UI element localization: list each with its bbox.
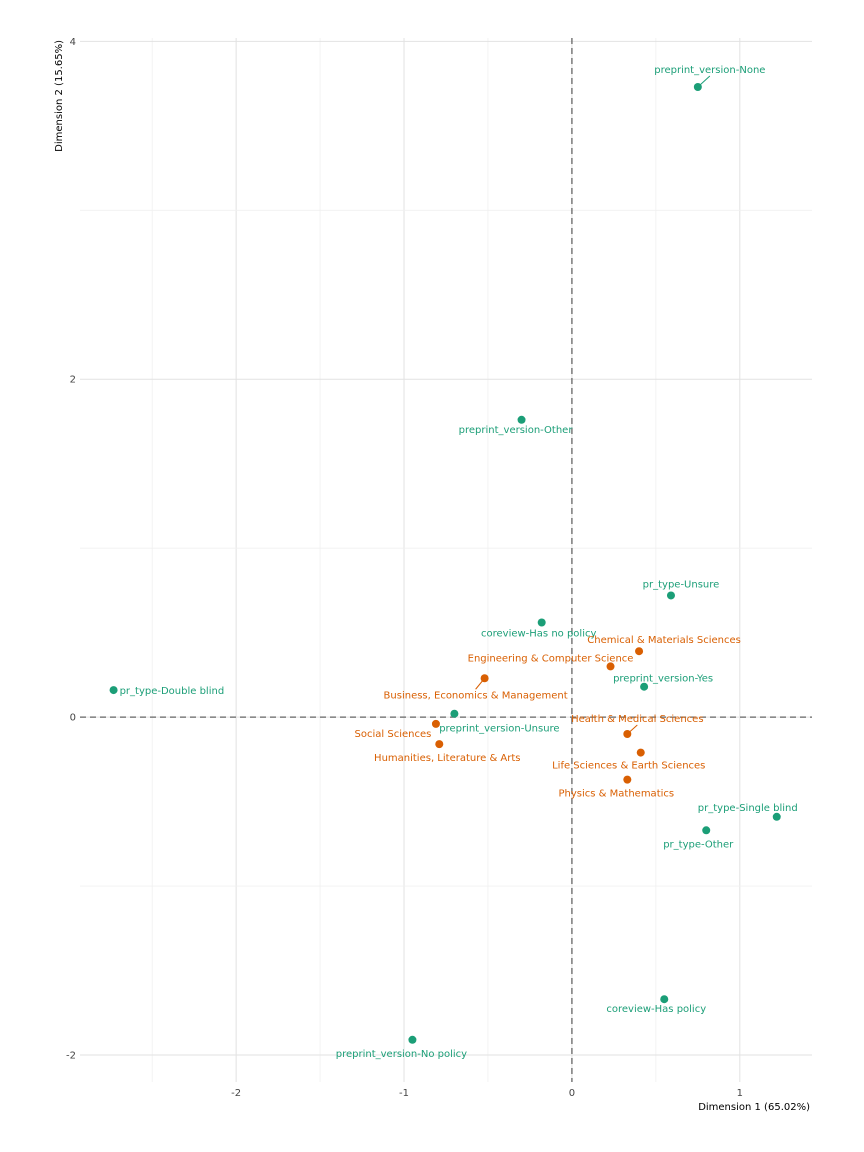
y-axis-title: Dimension 2 (15.65%)	[54, 40, 65, 152]
reference-lines	[80, 38, 812, 1082]
point-label: Life Sciences & Earth Sciences	[552, 761, 705, 772]
data-point	[636, 748, 645, 757]
point-label: pr_type-Double blind	[120, 686, 225, 697]
label-connector	[475, 677, 486, 690]
x-tick-label: 1	[737, 1088, 743, 1099]
data-point	[635, 647, 644, 656]
data-point	[640, 682, 649, 691]
point-label: Engineering & Computer Science	[468, 653, 634, 664]
point-label: pr_type-Single blind	[698, 803, 798, 814]
grid	[80, 38, 812, 1082]
x-axis-title: Dimension 1 (65.02%)	[698, 1102, 810, 1113]
point-label: preprint_version-No policy	[336, 1049, 467, 1060]
data-point	[435, 740, 444, 749]
point-label: preprint_version-None	[654, 65, 765, 76]
data-points	[109, 82, 781, 1044]
point-label: Physics & Mathematics	[559, 789, 675, 800]
data-point	[537, 618, 546, 627]
data-point	[450, 709, 459, 718]
y-tick-label: 2	[70, 375, 76, 386]
x-tick-label: 0	[569, 1088, 575, 1099]
y-tick-label: 4	[70, 37, 76, 48]
point-label: pr_type-Unsure	[643, 579, 720, 590]
point-label: Social Sciences	[355, 729, 432, 740]
label-connectors	[475, 75, 711, 735]
point-label: preprint_version-Yes	[613, 674, 713, 685]
data-point	[109, 686, 118, 695]
data-point	[606, 662, 615, 671]
data-point	[772, 812, 781, 821]
point-label: coreview-Has policy	[606, 1004, 706, 1015]
data-point	[702, 826, 711, 835]
point-label: coreview-Has no policy	[481, 629, 596, 640]
data-point	[408, 1035, 417, 1044]
data-point	[623, 775, 632, 784]
point-label: Humanities, Literature & Arts	[374, 753, 520, 764]
tick-labels: -2 -1 0 1 -2 0 2 4	[66, 37, 743, 1099]
x-tick-label: -2	[231, 1088, 241, 1099]
data-point	[431, 719, 440, 728]
point-label: Health & Medical Sciences	[571, 714, 703, 725]
label-connector	[697, 75, 711, 88]
data-point	[666, 591, 675, 600]
point-label: preprint_version-Other	[459, 425, 574, 436]
x-tick-label: -1	[399, 1088, 409, 1099]
point-label: preprint_version-Unsure	[439, 724, 559, 735]
data-point	[660, 995, 669, 1004]
point-labels: preprint_version-None preprint_version-Ot…	[120, 65, 798, 1060]
point-label: Business, Economics & Management	[384, 690, 568, 701]
point-label: pr_type-Other	[663, 839, 734, 850]
data-point	[517, 415, 526, 424]
label-connector	[626, 724, 638, 735]
y-tick-label: 0	[70, 713, 76, 724]
y-tick-label: -2	[66, 1050, 76, 1061]
point-label: Chemical & Materials Sciences	[587, 635, 741, 646]
